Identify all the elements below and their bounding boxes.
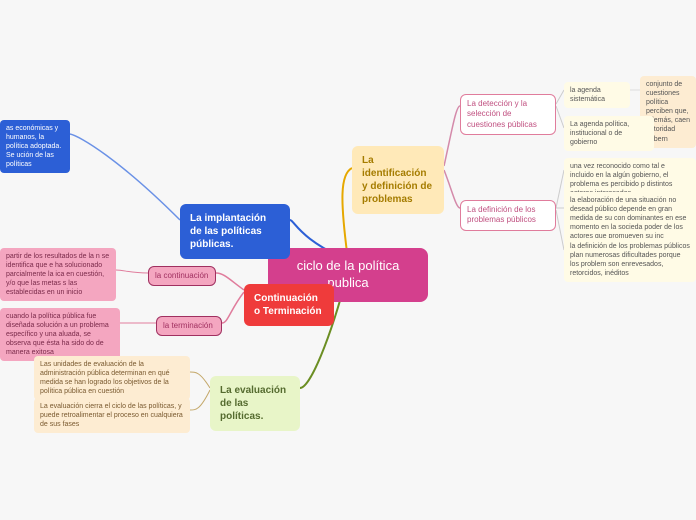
mindmap-node[interactable]: la definición de los problemas públicos …	[564, 238, 696, 282]
mindmap-node[interactable]: as económicas y humanos, la política ado…	[0, 120, 70, 173]
mindmap-node[interactable]: la continuación	[148, 266, 216, 286]
mindmap-node[interactable]: La definición de los problemas públicos	[460, 200, 556, 231]
mindmap-node[interactable]: partir de los resultados de la n se iden…	[0, 248, 116, 301]
mindmap-node[interactable]: cuando la política pública fue diseñada …	[0, 308, 120, 361]
mindmap-node[interactable]: la agenda sistemática	[564, 82, 630, 108]
mindmap-node[interactable]: La identificación y definición de proble…	[352, 146, 444, 214]
mindmap-node[interactable]: La evaluación de las políticas.	[210, 376, 300, 431]
mindmap-node[interactable]: La agenda política, institucional o de g…	[564, 116, 654, 151]
mindmap-node[interactable]: la terminación	[156, 316, 222, 336]
mindmap-node[interactable]: Las unidades de evaluación de la adminis…	[34, 356, 190, 400]
mindmap-node[interactable]: Continuación o Terminación	[244, 284, 334, 326]
mindmap-node[interactable]: La detección y la selección de cuestione…	[460, 94, 556, 135]
mindmap-node[interactable]: La implantación de las políticas pública…	[180, 204, 290, 259]
mindmap-node[interactable]: La evaluación cierra el ciclo de las pol…	[34, 398, 190, 433]
